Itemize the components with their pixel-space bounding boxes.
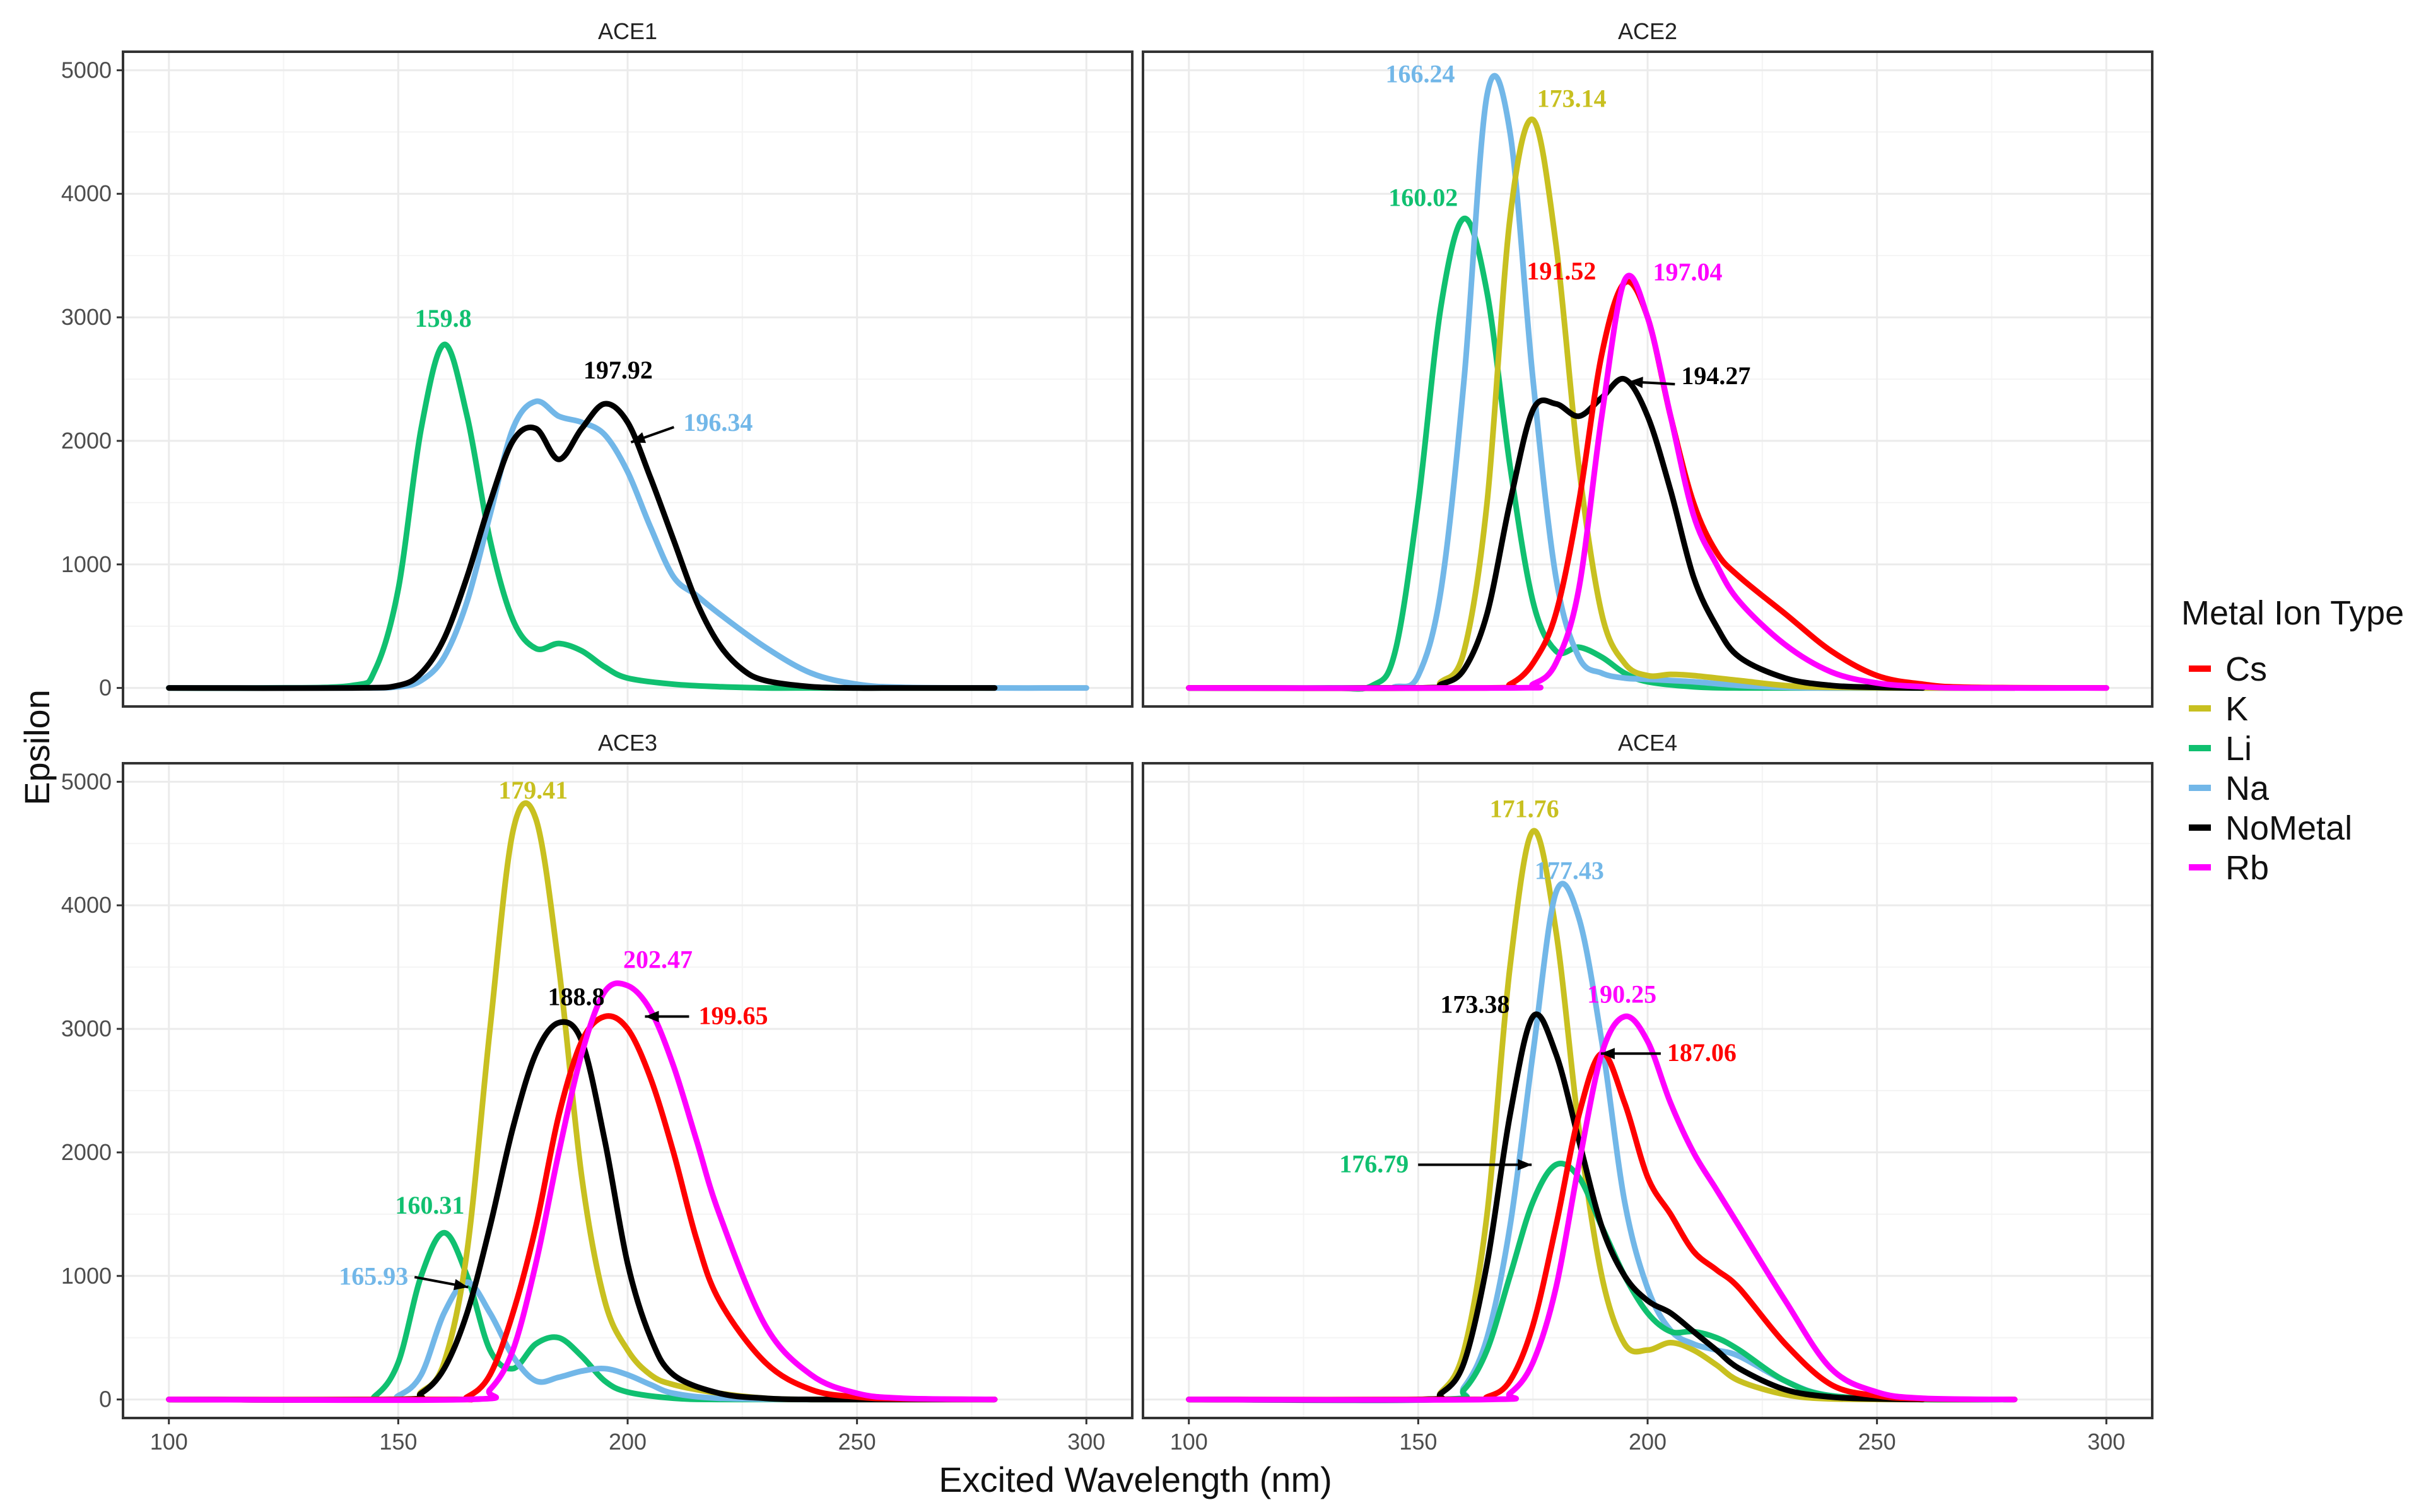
peak-label: 191.52 (1526, 257, 1596, 285)
x-tick-label: 300 (2087, 1429, 2125, 1455)
series-line-nometal (1186, 1011, 1926, 1403)
panel-border (122, 50, 1134, 708)
annotation-arrowhead (1600, 1048, 1615, 1060)
annotation-arrowhead (645, 1011, 659, 1023)
y-tick-label: 0 (99, 675, 112, 701)
y-tick-label: 4000 (61, 180, 112, 206)
series-line-na (1186, 73, 2018, 691)
legend-label-cs: Cs (2225, 650, 2267, 688)
peak-label: 202.47 (623, 946, 693, 974)
y-tick-label: 1000 (61, 551, 112, 577)
x-tick-label: 150 (1399, 1429, 1437, 1455)
peak-label: 190.25 (1587, 980, 1656, 1008)
panel-title: ACE1 (598, 18, 657, 44)
y-tick-label: 3000 (61, 304, 112, 330)
peak-label: 173.38 (1440, 990, 1509, 1018)
peak-label: 166.24 (1385, 60, 1455, 88)
panel-border (1142, 50, 2153, 708)
panel-title: ACE3 (598, 730, 657, 756)
legend-label-nometal: NoMetal (2225, 809, 2352, 847)
series-line-rb (1186, 273, 2109, 691)
peak-label: 165.93 (339, 1262, 408, 1291)
x-axis-title: Excited Wavelength (nm) (939, 1460, 1332, 1499)
panel-ace2: ACE2 166.24 173.14 160.02 191.52 197.04 194.27 (1142, 18, 2153, 708)
peak-label: 197.92 (583, 356, 653, 384)
x-tick-label: 100 (1170, 1429, 1208, 1455)
series-line-na (166, 398, 1089, 691)
x-tick-label: 200 (609, 1429, 647, 1455)
peak-label: 179.41 (498, 776, 568, 804)
peak-label: 160.02 (1388, 183, 1458, 211)
legend-label-na: Na (2225, 770, 2270, 807)
peak-label: 196.34 (683, 408, 753, 437)
annotation-arrowhead (1629, 377, 1643, 389)
x-tick-label: 250 (1858, 1429, 1896, 1455)
legend-title: Metal Ion Type (2181, 594, 2404, 632)
y-axis-title: Epsilon (17, 689, 57, 806)
x-tick-label: 300 (1067, 1429, 1105, 1455)
y-tick-label: 4000 (61, 892, 112, 918)
legend-label-k: K (2225, 690, 2248, 728)
peak-label: 187.06 (1667, 1038, 1737, 1067)
y-tick-label: 5000 (61, 57, 112, 83)
annotation-arrowhead (453, 1279, 469, 1291)
peak-label: 188.8 (548, 982, 605, 1011)
series-line-k (1186, 116, 2018, 691)
panel-title: ACE4 (1618, 730, 1677, 756)
peak-label: 171.76 (1490, 795, 1559, 823)
peak-label: 194.27 (1681, 361, 1750, 390)
series-line-k (1186, 828, 2018, 1403)
legend-label-rb: Rb (2225, 849, 2269, 887)
series-line-nometal (1186, 375, 1926, 691)
peak-label: 176.79 (1339, 1150, 1409, 1178)
peak-label: 199.65 (698, 1001, 768, 1029)
peak-label: 177.43 (1535, 857, 1604, 885)
peak-label: 173.14 (1537, 85, 1607, 113)
y-tick-label: 3000 (61, 1016, 112, 1041)
series-line-li (166, 341, 998, 691)
panel-ace1: ACE1 159.8 197.92 196.34 0 1000 2000 3000 4000 50… (61, 18, 1134, 708)
x-tick-label: 100 (150, 1429, 188, 1455)
series-line-cs (166, 1013, 998, 1403)
y-tick-label: 0 (99, 1386, 112, 1412)
panel-title: ACE2 (1618, 18, 1677, 44)
peak-label: 160.31 (395, 1191, 464, 1219)
legend-label-li: Li (2225, 730, 2252, 768)
y-tick-label: 1000 (61, 1263, 112, 1289)
x-tick-label: 250 (838, 1429, 876, 1455)
x-tick-label: 200 (1629, 1429, 1667, 1455)
peak-label: 197.04 (1653, 257, 1722, 286)
y-tick-label: 5000 (61, 768, 112, 794)
y-tick-label: 2000 (61, 1139, 112, 1165)
peak-label: 159.8 (415, 304, 472, 332)
annotation-arrowhead (1518, 1159, 1532, 1171)
panel-ace4: ACE4 171.76 177.43 173.38 190.25 187.06 176.79… (1142, 730, 2153, 1455)
annotation-arrowhead (631, 432, 647, 443)
y-tick-label: 2000 (61, 428, 112, 454)
x-tick-label: 150 (379, 1429, 417, 1455)
series-line-rb (1186, 1013, 2018, 1403)
series-line-rb (166, 980, 998, 1404)
series-line-nometal (166, 401, 998, 691)
